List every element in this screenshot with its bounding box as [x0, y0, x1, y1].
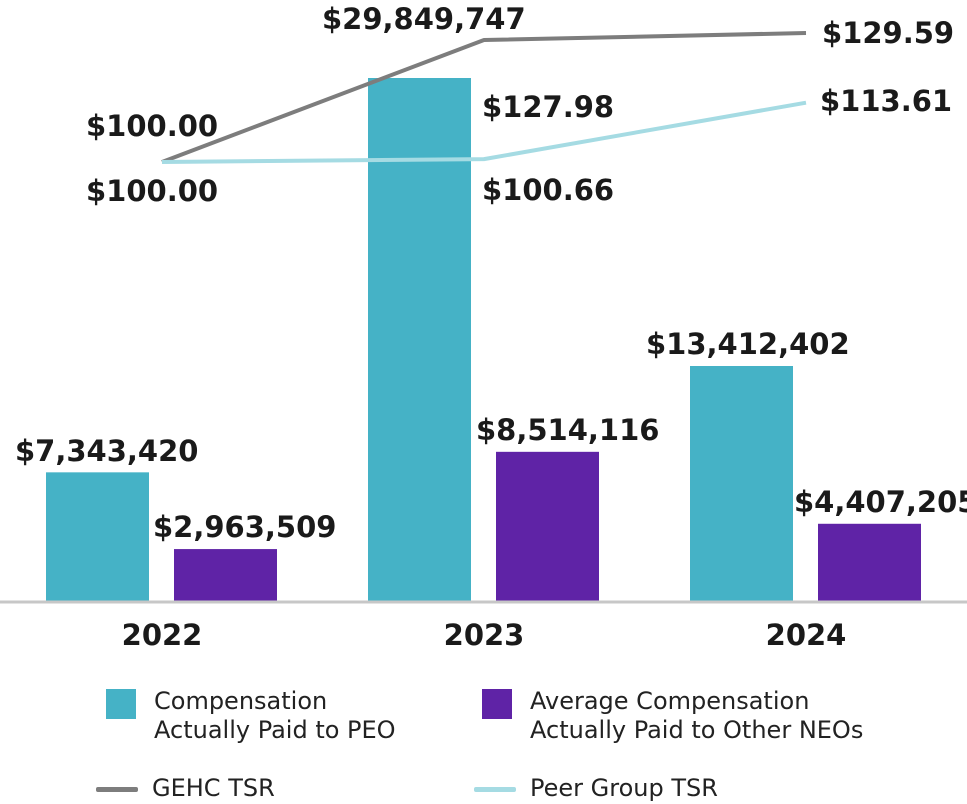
bar-neo-cap-2024 — [818, 523, 921, 601]
bar-neo-cap-2022 — [174, 549, 277, 601]
data-label-peer-tsr-2022: $100.00 — [86, 174, 218, 208]
data-label-peer-tsr-2023: $100.66 — [482, 173, 614, 207]
bar-peo-cap-2023 — [368, 78, 471, 601]
data-label-peo-cap-2023: $29,849,747 — [322, 2, 526, 36]
data-label-neo-cap-2024: $4,407,205 — [794, 485, 967, 519]
bar-peo-cap-2024 — [690, 366, 793, 601]
data-label-peo-cap-2022: $7,343,420 — [15, 434, 198, 468]
bar-peo-cap-2022 — [46, 472, 149, 601]
data-label-gehc-tsr-2022: $100.00 — [86, 109, 218, 143]
data-label-neo-cap-2022: $2,963,509 — [153, 510, 336, 544]
x-tick-label-2022: 2022 — [122, 618, 203, 652]
data-label-gehc-tsr-2024: $129.59 — [822, 16, 954, 50]
data-label-peo-cap-2024: $13,412,402 — [646, 327, 850, 361]
x-tick-label-2024: 2024 — [766, 618, 847, 652]
bar-neo-cap-2023 — [496, 451, 599, 601]
x-tick-label-2023: 2023 — [444, 618, 525, 652]
data-label-gehc-tsr-2023: $127.98 — [482, 90, 614, 124]
data-label-peer-tsr-2024: $113.61 — [820, 84, 952, 118]
data-label-neo-cap-2023: $8,514,116 — [476, 413, 659, 447]
